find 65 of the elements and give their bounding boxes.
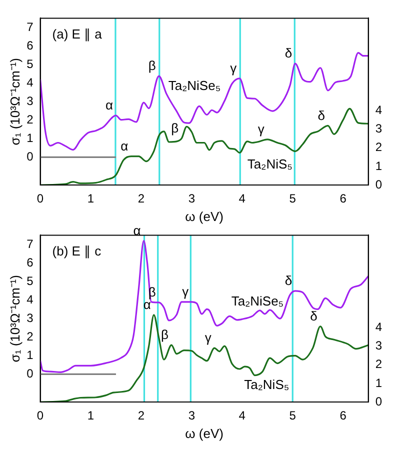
series-label: Ta₂NiS₅: [247, 156, 292, 172]
x-tick-label: 5: [289, 408, 296, 423]
x-tick-label: 1: [87, 192, 94, 206]
x-tick-label: 4: [238, 192, 246, 206]
x-tick-label: 6: [340, 192, 347, 206]
annotation: β: [161, 327, 168, 342]
x-tick-label: 3: [188, 192, 196, 206]
y-tick-label: 7: [26, 236, 34, 251]
x-tick-label: 0: [36, 192, 44, 206]
y-tick-label: 0: [26, 150, 34, 164]
line-series: [40, 240, 368, 373]
x-tick-label: 1: [87, 408, 94, 423]
annotation: α: [105, 98, 114, 113]
y2-tick-label: 2: [375, 140, 382, 154]
y2-tick-label: 1: [375, 158, 382, 173]
y2-tick-label: 0: [375, 177, 382, 192]
x-axis-title: ω (eV): [185, 426, 224, 441]
annotation: (a) E ∥ a: [52, 26, 103, 42]
y-tick-label: 1: [26, 348, 34, 362]
y-axis-title: σ₁ (10³Ω⁻¹cm⁻¹): [7, 275, 22, 362]
series-label: Ta₂NiSe₅: [231, 294, 284, 308]
x-tick-label: 4: [238, 408, 246, 423]
y2-tick-label: 1: [375, 376, 382, 390]
annotation: γ: [258, 121, 265, 136]
x-axis-title: ω (eV): [185, 208, 224, 224]
annotation: δ: [284, 273, 292, 288]
y-tick-label: 3: [26, 310, 34, 325]
x-tick-label: 0: [36, 408, 44, 423]
y2-tick-label: 0: [375, 394, 382, 408]
y-tick-label: 2: [26, 112, 34, 126]
x-tick-label: 6: [340, 408, 347, 423]
annotation: δ: [318, 108, 325, 123]
y-tick-label: 7: [26, 20, 34, 34]
series-label: Ta₂NiS₅: [244, 376, 290, 392]
annotation: δ: [284, 46, 292, 61]
x-tick-label: 3: [188, 408, 196, 423]
annotation: β: [171, 120, 179, 136]
y-tick-label: 6: [26, 255, 34, 270]
y2-tick-label: 3: [375, 338, 382, 353]
y-tick-label: 5: [26, 56, 34, 71]
annotation: δ: [310, 308, 318, 324]
annotation: α: [120, 138, 129, 154]
x-tick-label: 2: [138, 408, 145, 423]
annotation: α: [133, 222, 142, 238]
series-label: Ta₂NiSe₅: [168, 78, 221, 94]
annotation: β: [148, 58, 156, 74]
annotation: (b) E ∥ c: [52, 243, 102, 258]
y-tick-label: 4: [26, 292, 34, 306]
y-tick-label: 6: [26, 38, 34, 52]
x-tick-label: 2: [138, 192, 145, 206]
y-axis-title: σ₁ (10³Ω⁻¹cm⁻¹): [7, 58, 22, 146]
y2-tick-label: 4: [375, 103, 382, 118]
y-tick-label: 2: [26, 329, 34, 344]
y2-tick-label: 3: [375, 122, 382, 136]
y-tick-label: 3: [26, 94, 34, 108]
y-tick-label: 1: [26, 130, 34, 145]
annotation: γ: [230, 60, 238, 76]
y-tick-label: 5: [26, 274, 34, 288]
x-tick-label: 5: [289, 192, 296, 206]
y2-tick-label: 4: [375, 320, 382, 334]
y-tick-label: 0: [26, 366, 34, 381]
y2-tick-label: 2: [375, 357, 382, 372]
y-tick-label: 4: [26, 75, 34, 90]
annotation: γ: [182, 284, 190, 299]
annotation: γ: [204, 330, 212, 346]
